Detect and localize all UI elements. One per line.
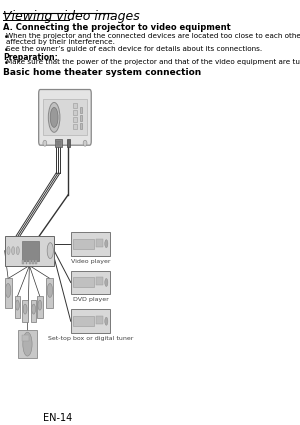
Bar <box>4 236 54 266</box>
Bar <box>71 232 110 255</box>
Bar <box>96 239 103 246</box>
Bar <box>31 300 36 322</box>
Bar <box>55 139 62 147</box>
Ellipse shape <box>55 141 57 145</box>
Ellipse shape <box>38 300 42 310</box>
Ellipse shape <box>16 300 19 310</box>
Text: A. Connecting the projector to video equipment: A. Connecting the projector to video equ… <box>3 23 231 32</box>
Bar <box>96 278 103 286</box>
Ellipse shape <box>43 140 47 146</box>
Ellipse shape <box>5 283 11 298</box>
Bar <box>4 278 12 308</box>
Ellipse shape <box>47 243 53 258</box>
Text: Set-top box or digital tuner: Set-top box or digital tuner <box>48 336 133 341</box>
Bar <box>71 271 110 295</box>
Ellipse shape <box>105 240 108 248</box>
Text: •: • <box>4 46 9 55</box>
Bar <box>28 260 31 264</box>
Bar <box>37 296 43 318</box>
Bar <box>22 300 28 322</box>
Text: Viewing video images: Viewing video images <box>3 10 140 23</box>
Bar <box>18 330 37 358</box>
Text: See the owner’s guide of each device for details about its connections.: See the owner’s guide of each device for… <box>6 46 262 52</box>
Bar <box>73 316 94 326</box>
Bar <box>74 103 77 108</box>
Ellipse shape <box>50 108 58 128</box>
Bar <box>46 278 53 308</box>
Bar <box>43 99 87 135</box>
Bar <box>73 278 94 287</box>
Bar <box>71 309 110 333</box>
Bar <box>80 108 82 113</box>
Bar <box>74 125 77 129</box>
Text: EN-14: EN-14 <box>44 413 73 423</box>
Text: When the projector and the connected devices are located too close to each other: When the projector and the connected dev… <box>6 33 300 39</box>
Ellipse shape <box>59 141 61 145</box>
Bar <box>80 115 82 122</box>
Bar <box>22 335 29 341</box>
Ellipse shape <box>48 102 60 132</box>
Text: Basic home theater system connection: Basic home theater system connection <box>3 68 201 76</box>
Bar <box>22 241 39 261</box>
Ellipse shape <box>105 278 108 286</box>
Ellipse shape <box>32 304 36 314</box>
Bar <box>96 316 103 324</box>
Bar <box>32 260 34 264</box>
Ellipse shape <box>23 304 27 314</box>
Bar <box>74 110 77 115</box>
Bar <box>35 260 37 264</box>
Ellipse shape <box>83 140 87 146</box>
Bar <box>67 139 70 147</box>
Bar <box>26 260 28 264</box>
Bar <box>15 296 20 318</box>
Bar <box>74 117 77 122</box>
Text: Make sure that the power of the projector and that of the video equipment are tu: Make sure that the power of the projecto… <box>6 59 300 65</box>
FancyBboxPatch shape <box>39 90 91 145</box>
Ellipse shape <box>16 246 19 255</box>
Text: •: • <box>4 33 9 42</box>
Ellipse shape <box>57 141 59 145</box>
Ellipse shape <box>12 246 15 255</box>
Ellipse shape <box>23 332 32 356</box>
Text: affected by their interference.: affected by their interference. <box>6 39 115 45</box>
Ellipse shape <box>47 283 52 298</box>
Bar <box>73 239 94 249</box>
Text: •: • <box>4 59 9 68</box>
Bar <box>80 123 82 129</box>
Text: Preparation:: Preparation: <box>3 53 58 62</box>
Text: Video player: Video player <box>71 258 110 264</box>
Bar <box>22 260 24 264</box>
Ellipse shape <box>7 246 10 255</box>
Ellipse shape <box>105 317 108 325</box>
Text: DVD player: DVD player <box>73 298 108 302</box>
